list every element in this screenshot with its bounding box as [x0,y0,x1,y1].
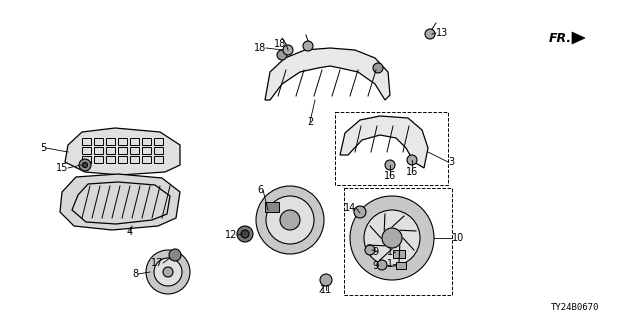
Circle shape [425,29,435,39]
Circle shape [266,196,314,244]
Bar [142,156,151,163]
Circle shape [350,196,434,280]
Text: 10: 10 [452,233,464,243]
Text: 17: 17 [150,258,163,268]
Bar [106,138,115,145]
Bar [106,147,115,154]
Circle shape [256,186,324,254]
Circle shape [154,258,182,286]
Bar [154,138,163,145]
Text: 15: 15 [56,163,68,173]
Bar [142,147,151,154]
Circle shape [385,160,395,170]
Circle shape [382,228,402,248]
Bar [265,202,279,212]
Text: 2: 2 [307,117,313,127]
Bar [82,138,91,145]
Circle shape [303,41,313,51]
Text: 6: 6 [257,185,263,195]
Bar [118,147,127,154]
Text: 18: 18 [253,43,266,53]
Text: 5: 5 [40,143,46,153]
Circle shape [237,226,253,242]
Bar [106,156,115,163]
Polygon shape [60,174,180,230]
Circle shape [283,45,293,55]
Bar [130,147,139,154]
Text: 8: 8 [132,269,138,279]
Text: TY24B0670: TY24B0670 [551,303,599,313]
Text: 12: 12 [225,230,237,240]
Circle shape [373,63,383,73]
Text: 16: 16 [406,167,418,177]
Bar [154,147,163,154]
Text: FR.: FR. [548,31,572,44]
Circle shape [280,210,300,230]
Bar [118,156,127,163]
Circle shape [83,163,88,167]
Circle shape [79,159,91,171]
Circle shape [169,249,181,261]
Bar [396,262,406,269]
Circle shape [377,260,387,270]
Bar [94,138,103,145]
Circle shape [277,50,287,60]
Circle shape [146,250,190,294]
Circle shape [163,267,173,277]
Text: 3: 3 [448,157,454,167]
Polygon shape [572,32,585,44]
Bar [82,147,91,154]
Circle shape [365,245,375,255]
Bar [94,147,103,154]
Text: 13: 13 [436,28,448,38]
Circle shape [407,155,417,165]
Text: 1: 1 [387,247,393,257]
Bar [142,138,151,145]
Bar [130,156,139,163]
Circle shape [241,230,249,238]
Bar [94,156,103,163]
Text: 14: 14 [344,203,356,213]
Polygon shape [340,116,428,168]
Bar [393,250,405,258]
Circle shape [364,210,420,266]
Text: 1: 1 [387,259,393,269]
Text: 11: 11 [320,285,332,295]
Polygon shape [265,48,390,100]
Text: 18: 18 [274,39,286,49]
Circle shape [320,274,332,286]
Circle shape [354,206,366,218]
Text: 16: 16 [384,171,396,181]
Text: 4: 4 [127,227,133,237]
Bar [82,156,91,163]
Text: 9: 9 [372,247,378,257]
Bar [154,156,163,163]
Bar [130,138,139,145]
Polygon shape [65,128,180,175]
Bar [118,138,127,145]
Text: 9: 9 [372,261,378,271]
